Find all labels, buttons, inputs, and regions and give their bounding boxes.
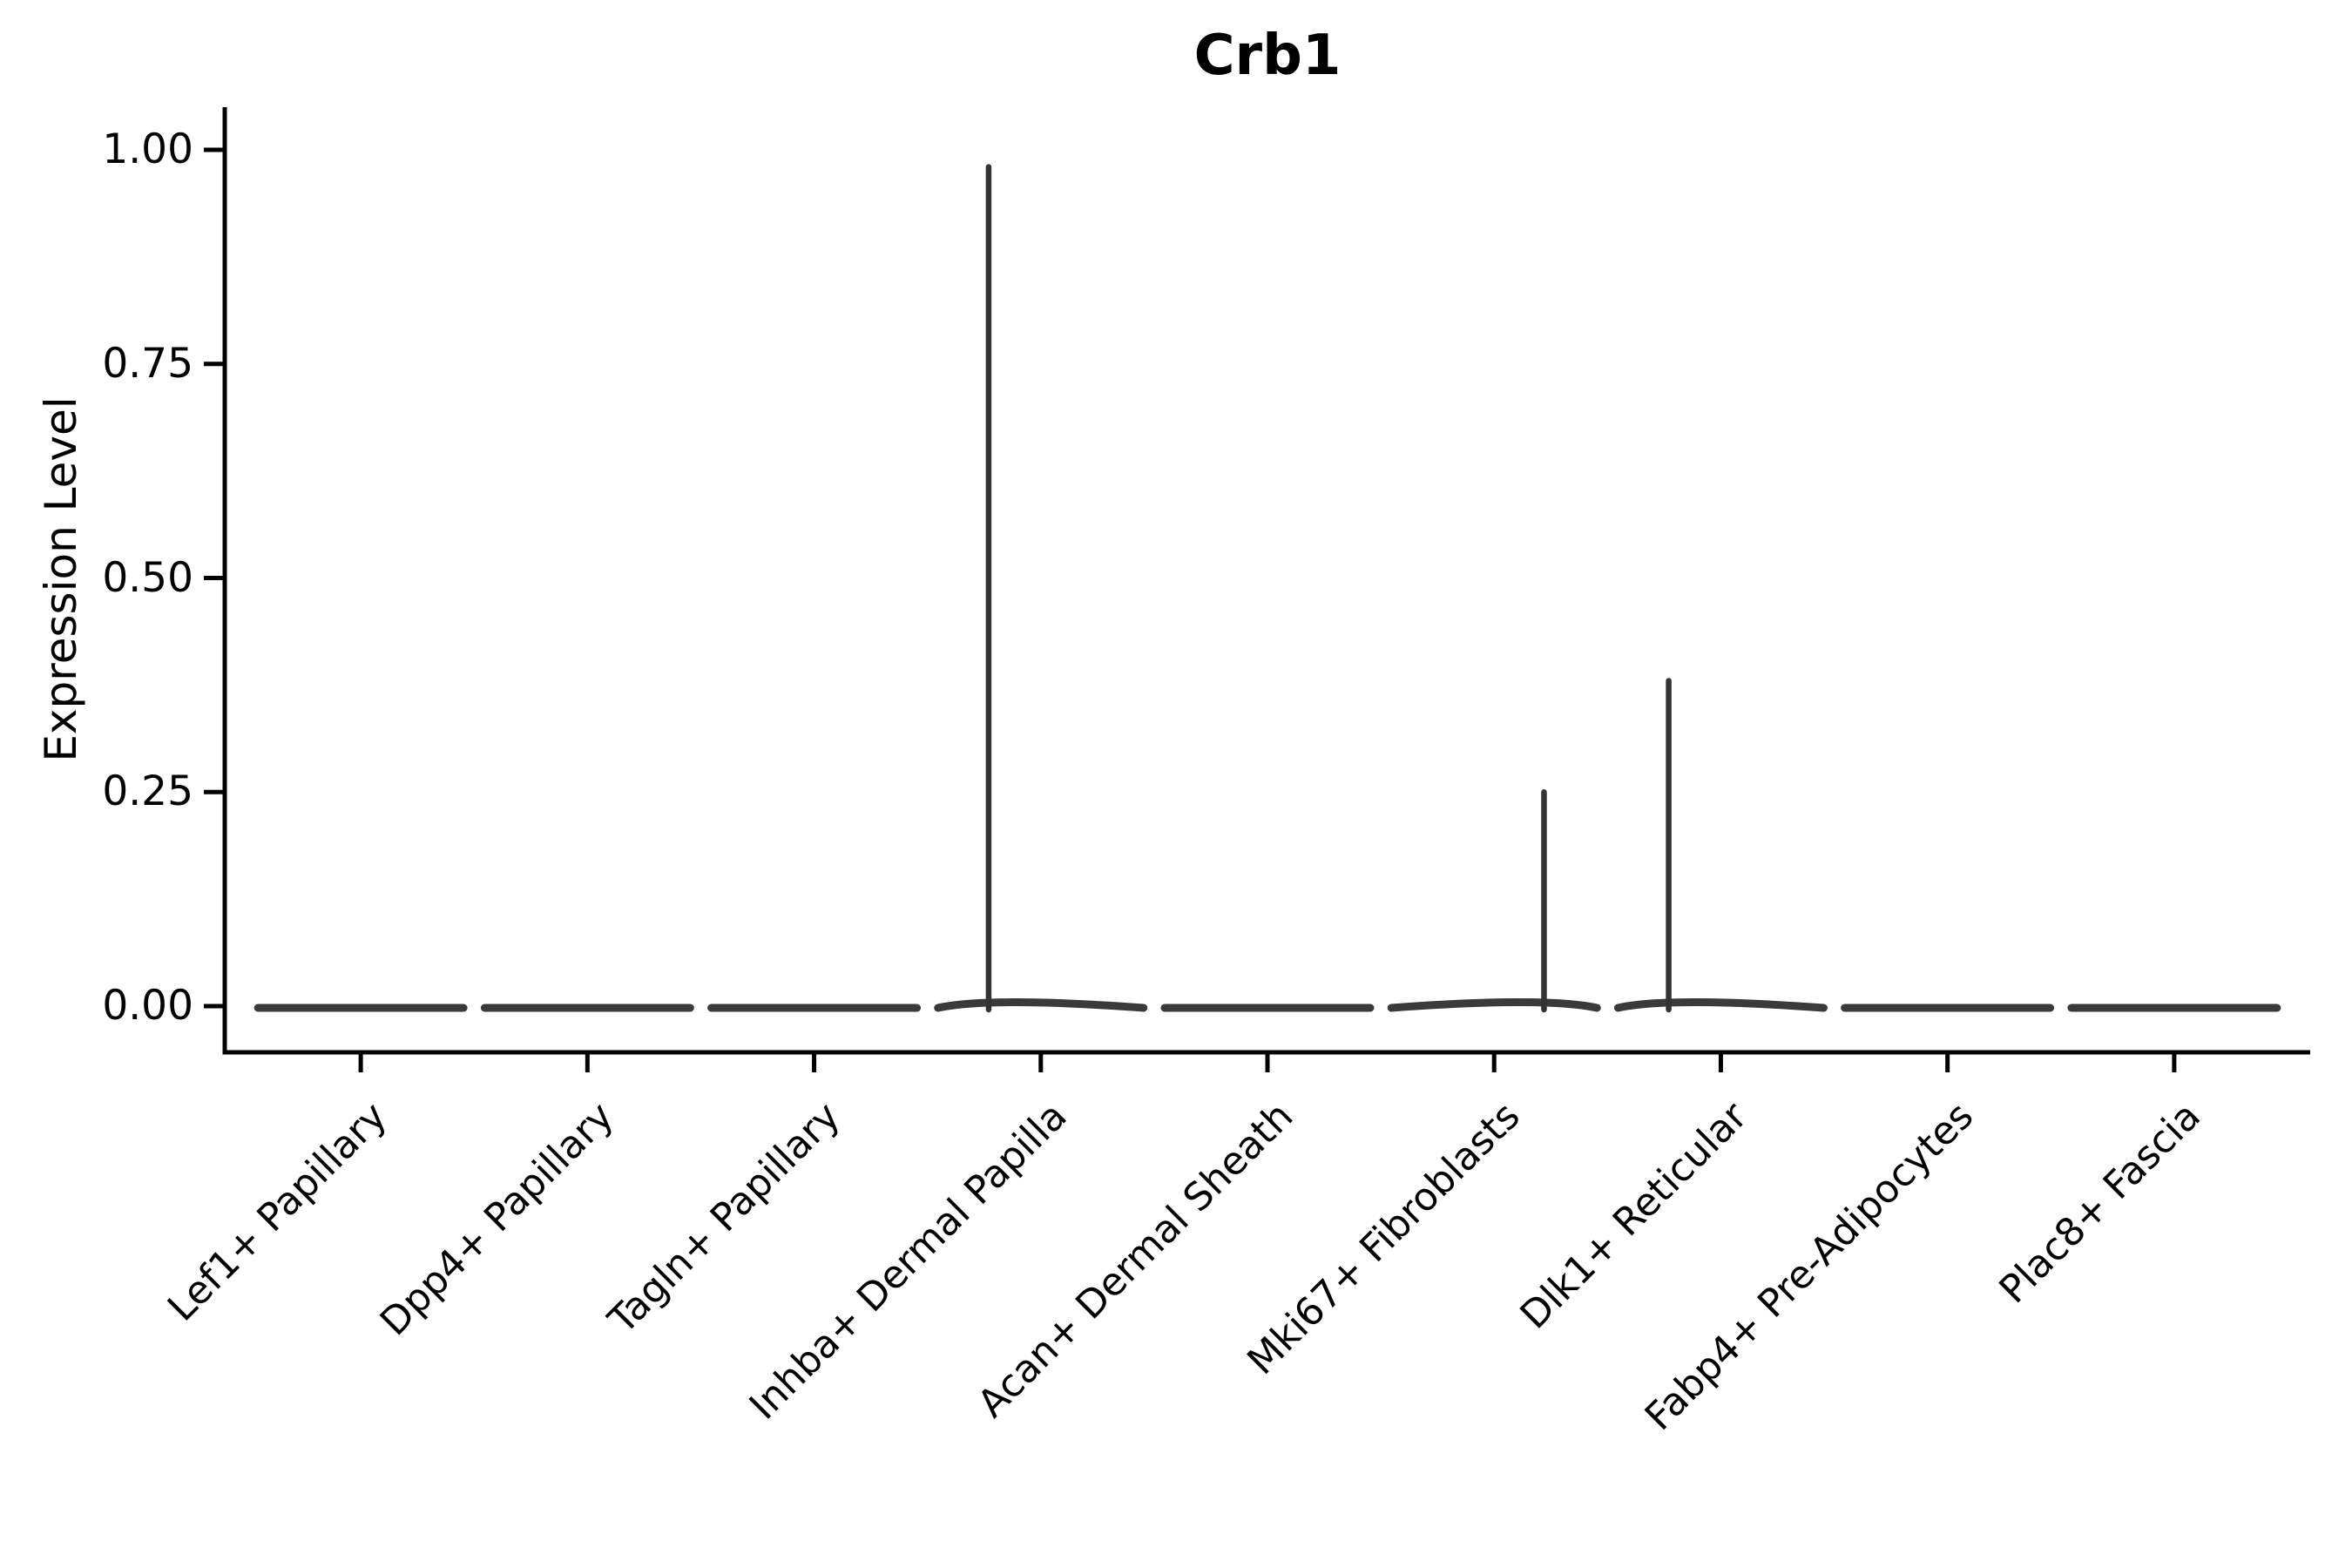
violin-body [1613, 998, 1828, 1012]
y-tick-label: 0.50 [102, 553, 193, 602]
y-tick-label: 0.25 [102, 767, 193, 816]
chart-title: Crb1 [1193, 24, 1342, 88]
violin-body [1387, 998, 1601, 1012]
y-tick-label: 1.00 [102, 125, 193, 173]
y-tick-label: 0.75 [102, 339, 193, 388]
y-axis-title: Expression Level [36, 396, 86, 762]
y-tick-label: 0.00 [102, 982, 193, 1030]
violin-body [934, 998, 1148, 1012]
